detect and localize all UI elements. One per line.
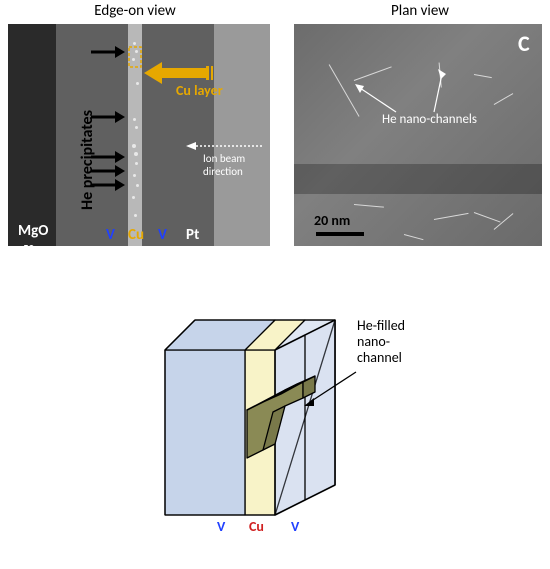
schematic-anno-arrow: [300, 368, 360, 410]
ion-beam-label-2: direction: [203, 165, 243, 178]
cu-layer-marker: [128, 46, 142, 68]
pt-label: Pt: [186, 226, 199, 244]
precipitate: [135, 162, 138, 165]
plan-panel-letter: C: [518, 30, 530, 57]
edge-micrograph: Ion beam direction MgO 50 nm Cu layer: [8, 24, 270, 246]
edge-scalebar: [24, 256, 62, 259]
nanochannel: [474, 74, 492, 78]
edge-title: Edge-on view: [60, 2, 210, 20]
cu-layer-text: Cu layer: [176, 82, 223, 99]
nanochannel: [434, 213, 469, 220]
nanochannel: [474, 212, 501, 223]
mgo-label: MgO: [18, 222, 48, 240]
precipitate: [132, 144, 136, 148]
edge-scale-label: 50 nm: [23, 242, 52, 255]
schematic-v-right-label: V: [291, 518, 299, 535]
he-precipitates-label: He precipitates: [78, 110, 97, 210]
plan-scale-label: 20 nm: [314, 212, 350, 229]
precipitate: [133, 42, 136, 45]
anno-line1: He-filled: [357, 317, 405, 334]
plan-channel-label: He nano-channels: [382, 112, 477, 127]
schematic-annotation: He-filled nano- channel: [357, 318, 405, 366]
cu-label: Cu: [128, 226, 144, 244]
precip-arrow: [91, 45, 125, 59]
anno-line3: channel: [357, 349, 402, 366]
precipitate: [135, 126, 138, 129]
plan-scalebar: [316, 232, 364, 236]
v-left-label: V: [106, 226, 115, 244]
precipitate: [133, 118, 136, 121]
mgo-region: [8, 24, 56, 246]
ion-beam-label-1: Ion beam: [203, 152, 245, 165]
plan-title: Plan view: [360, 2, 480, 20]
precipitate: [134, 214, 137, 217]
nanochannel: [494, 93, 514, 105]
schematic-3d: V Cu V He-filled nano- channel: [135, 290, 435, 555]
nanochannel: [354, 204, 384, 208]
precipitate: [134, 152, 138, 156]
v-right-label: V: [158, 226, 167, 244]
anno-line2: nano-: [357, 333, 390, 350]
ion-beam-arrow: [186, 140, 264, 152]
nanochannel: [404, 234, 424, 240]
plan-micrograph: C He nano-channels 20 nm: [294, 24, 542, 246]
schematic-cu-label: Cu: [249, 518, 264, 535]
plan-arrow-2: [428, 66, 452, 114]
v-right-region: [142, 24, 214, 246]
precipitate: [136, 184, 139, 187]
schematic-v-left-label: V: [217, 518, 225, 535]
precipitate: [133, 174, 136, 177]
precipitate: [132, 196, 135, 199]
pt-region: [214, 24, 270, 246]
plan-dark-band: [294, 164, 542, 194]
precipitate: [136, 82, 139, 85]
